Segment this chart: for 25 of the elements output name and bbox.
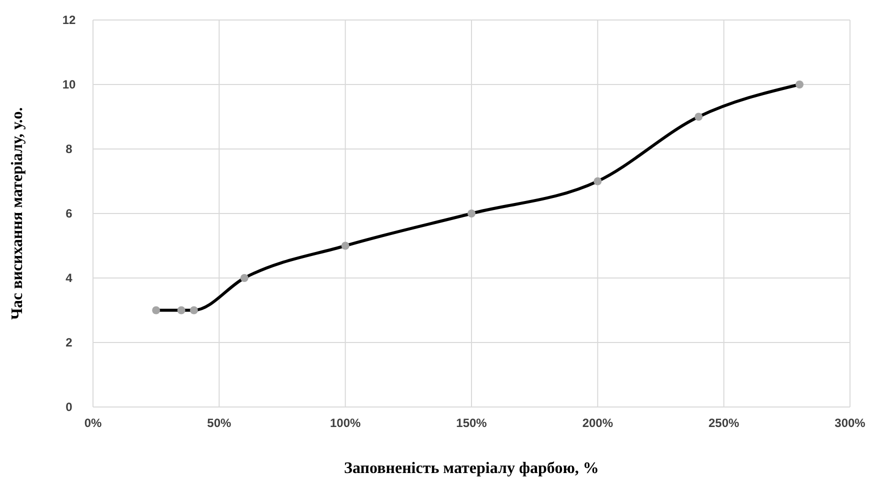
y-tick-label: 10 — [62, 78, 76, 92]
y-tick-label: 12 — [62, 13, 76, 28]
point — [152, 306, 160, 314]
point — [594, 177, 602, 186]
x-tick-label: 200% — [582, 416, 614, 430]
point — [468, 210, 476, 218]
x-tick-label: 300% — [834, 416, 866, 430]
point — [177, 306, 186, 314]
y-tick-label: 0 — [66, 400, 73, 414]
y-tick-label: 4 — [66, 271, 73, 286]
x-tick-label: 0% — [84, 416, 102, 430]
y-tick-label: 8 — [66, 142, 73, 156]
x-tick-label: 50% — [207, 416, 232, 430]
x-tick-label: 250% — [708, 416, 740, 430]
x-axis-title: Заповненість матеріалу фарбою, % — [344, 460, 599, 477]
y-tick-label: 2 — [66, 336, 73, 350]
point — [240, 274, 248, 282]
point — [190, 306, 198, 314]
y-axis-title: Час висихання матеріалу, у.о. — [9, 107, 26, 320]
point — [341, 242, 350, 250]
x-tick-label: 150% — [456, 416, 488, 430]
x-tick-label: 100% — [330, 416, 362, 430]
y-tick-label: 6 — [66, 206, 73, 221]
point — [796, 80, 804, 88]
point — [694, 112, 703, 121]
